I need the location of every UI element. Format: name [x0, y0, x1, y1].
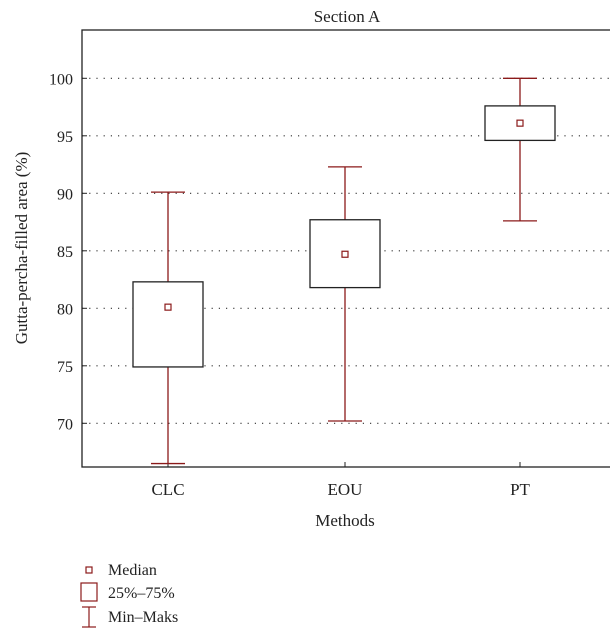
y-tick-label: 90: [57, 186, 73, 203]
legend-whisker-icon: [82, 606, 96, 628]
y-tick-label: 100: [49, 71, 73, 88]
chart-title: Section A: [314, 7, 381, 26]
iqr-box: [132, 281, 204, 368]
y-tick-label: 80: [57, 301, 73, 318]
y-tick-label: 70: [57, 416, 73, 433]
y-tick-label: 95: [57, 129, 73, 146]
legend: Median 25%–75% Min–Maks: [80, 562, 178, 628]
x-axis-label: Methods: [315, 511, 375, 530]
x-tick-label-pt: PT: [510, 480, 530, 499]
box-clc: [132, 191, 204, 465]
iqr-box: [309, 219, 381, 289]
boxes: [132, 77, 556, 465]
plot-frame: [81, 29, 610, 468]
box-pt: [484, 77, 556, 222]
x-tick-label-clc: CLC: [151, 480, 184, 499]
x-axis-ticks: CLC EOU PT: [151, 462, 531, 499]
x-tick-label-eou: EOU: [328, 480, 363, 499]
median-marker: [164, 303, 172, 311]
median-marker: [341, 250, 349, 258]
y-axis-label: Gutta-percha-filled area (%): [12, 152, 31, 345]
legend-box-label: 25%–75%: [108, 585, 175, 602]
legend-whisker-label: Min–Maks: [108, 609, 178, 626]
box-eou: [309, 166, 381, 422]
iqr-box: [484, 105, 556, 142]
legend-median-label: Median: [108, 562, 157, 579]
y-tick-label: 75: [57, 359, 73, 376]
y-axis-ticks: 70 75 80 85 90 95 100: [49, 71, 87, 433]
y-tick-label: 85: [57, 244, 73, 261]
median-marker: [516, 119, 524, 127]
legend-median-icon: [85, 566, 93, 574]
legend-box-icon: [80, 582, 98, 602]
